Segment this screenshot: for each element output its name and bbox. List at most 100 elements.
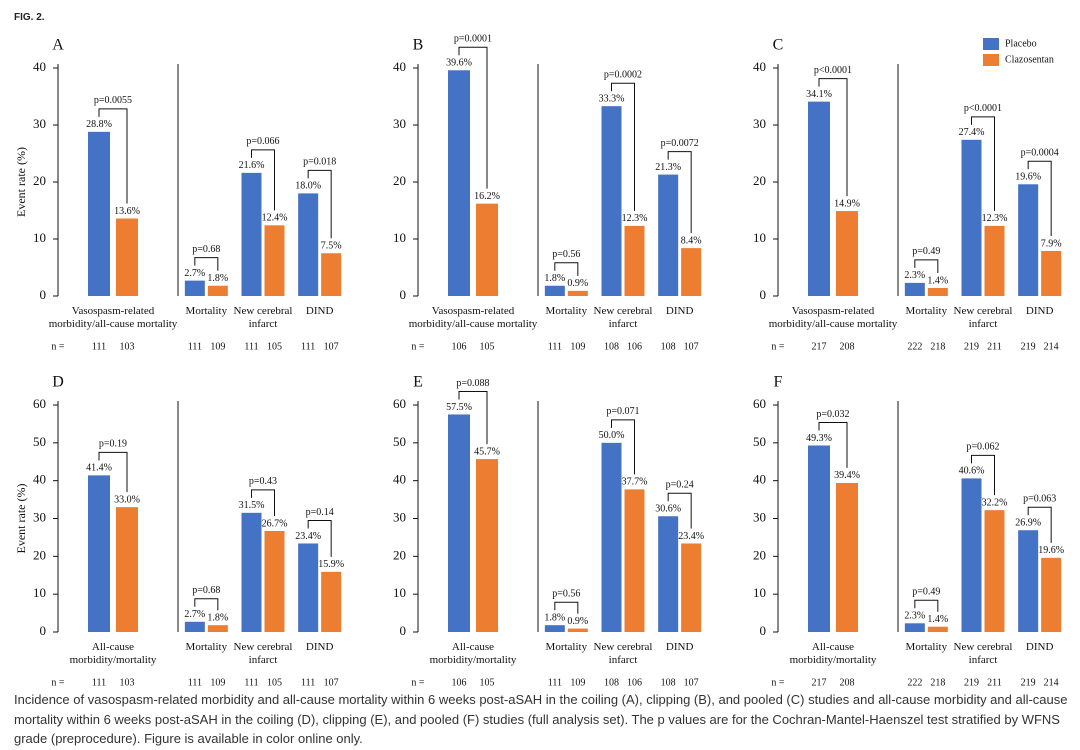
n-value: 222 [907,341,922,352]
legend-swatch [983,38,999,50]
n-value: 105 [480,677,495,688]
n-value: 111 [244,341,258,352]
p-value: p=0.24 [666,480,694,491]
n-value: 106 [452,341,467,352]
n-value: 214 [1044,677,1059,688]
n-label: n = [771,341,785,352]
x-tick-label: New cerebral infarct [233,305,293,330]
bar [184,280,205,296]
bar [927,626,948,632]
y-tick-label: 20 [33,547,46,562]
n-label: n = [771,677,785,688]
value-label: 37.7% [622,477,648,488]
y-tick-label: 0 [400,287,407,302]
p-value: p=0.49 [912,246,940,257]
n-value: 105 [267,341,282,352]
value-label: 39.4% [834,470,860,481]
p-bracket [1027,160,1052,236]
x-tick-label: DIND [305,641,334,653]
n-value: 219 [1021,341,1036,352]
n-value: 108 [604,341,619,352]
x-tick-label: New cerebral infarct [953,641,1013,666]
bar [88,475,110,632]
bar [927,288,948,296]
bar [567,628,588,632]
value-label: 19.6% [1015,172,1041,183]
value-label: 28.8% [86,119,112,130]
p-value: p<0.0001 [814,65,852,76]
p-value: p=0.14 [306,507,334,518]
bar [241,172,262,296]
y-axis-label: Event rate (%) [14,484,28,554]
n-value: 111 [244,677,258,688]
value-label: 12.3% [982,213,1008,224]
bar [904,282,925,296]
bar [601,442,622,632]
bar [544,625,565,632]
n-value: 103 [120,341,135,352]
bar [116,507,138,632]
y-tick-label: 10 [33,230,46,245]
p-bracket [818,78,848,197]
y-tick-label: 40 [753,472,766,487]
value-label: 33.3% [599,93,625,104]
value-label: 1.4% [927,275,948,286]
p-bracket [458,46,488,189]
x-tick-label: Mortality [545,305,588,317]
p-bracket [251,489,275,516]
p-bracket [611,82,635,211]
bar [624,489,645,632]
p-value: p=0.071 [606,406,639,417]
bar [961,478,982,632]
value-label: 40.6% [959,466,985,477]
bar [116,218,138,296]
value-label: 2.7% [184,268,205,279]
n-value: 106 [452,677,467,688]
p-bracket [307,519,332,557]
value-label: 16.2% [474,191,500,202]
p-bracket [98,451,128,493]
p-bracket [194,257,219,271]
value-label: 2.3% [904,270,925,281]
y-axis-label: Event rate (%) [14,147,28,217]
p-value: p=0.0072 [661,138,699,149]
value-label: 33.0% [114,494,140,505]
bar [836,211,858,296]
y-tick-label: 10 [33,585,46,600]
value-label: 18.0% [295,181,321,192]
legend-label: Clazosentan [1005,54,1054,65]
p-value: p=0.19 [99,439,127,450]
y-tick-label: 30 [753,509,766,524]
bar [681,248,702,296]
p-value: p=0.032 [816,409,849,420]
n-value: 108 [661,341,676,352]
value-label: 21.3% [655,162,681,173]
y-tick-label: 30 [33,116,46,131]
value-label: 7.5% [321,241,342,252]
y-tick-label: 20 [33,173,46,188]
bar [567,290,588,296]
y-tick-label: 50 [753,434,766,449]
p-value: p=0.0002 [604,69,642,80]
panel-title: A [52,37,64,54]
bar [298,193,319,296]
p-bracket [458,390,488,445]
value-label: 1.8% [207,273,228,284]
bar [601,106,622,296]
y-tick-label: 60 [393,396,406,411]
n-value: 111 [548,341,562,352]
value-label: 26.7% [262,518,288,529]
bar [681,543,702,632]
bar [476,459,498,632]
figure-label: FIG. 2. [14,12,45,23]
y-tick-label: 10 [393,230,406,245]
value-label: 2.3% [904,611,925,622]
p-bracket [818,421,848,468]
value-label: 30.6% [655,504,681,515]
y-tick-label: 30 [393,509,406,524]
bar [476,203,498,296]
legend-label: Placebo [1005,38,1037,49]
bar [808,445,830,632]
y-tick-label: 0 [760,287,767,302]
value-label: 0.9% [567,616,588,627]
